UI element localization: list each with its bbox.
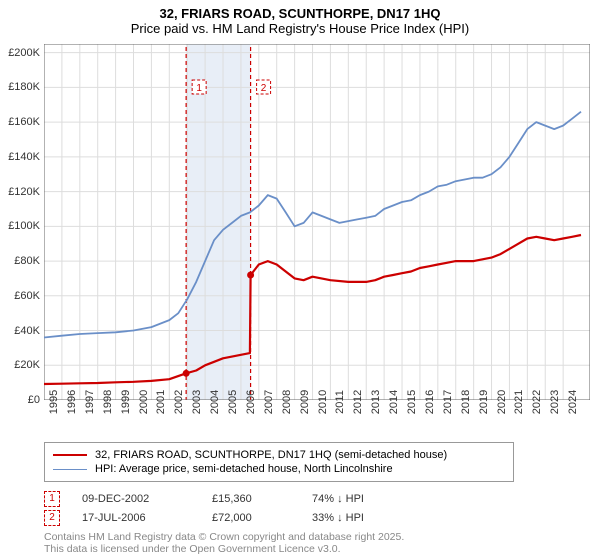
x-axis-tick-label: 2000: [138, 390, 150, 414]
x-axis-tick-label: 2004: [209, 390, 221, 414]
marker-pct: 74% ↓ HPI: [312, 493, 442, 505]
title-block: 32, FRIARS ROAD, SCUNTHORPE, DN17 1HQ Pr…: [0, 0, 600, 36]
y-axis-tick-label: £200K: [0, 47, 40, 59]
x-axis-tick-label: 2023: [549, 390, 561, 414]
x-axis-tick-label: 2010: [317, 390, 329, 414]
legend-label: 32, FRIARS ROAD, SCUNTHORPE, DN17 1HQ (s…: [95, 449, 447, 461]
y-axis-tick-label: £60K: [0, 290, 40, 302]
x-axis-tick-label: 2008: [281, 390, 293, 414]
marker-box: 2: [44, 510, 60, 526]
legend-swatch: [53, 469, 87, 470]
x-axis-tick-label: 2011: [334, 390, 346, 414]
footer-line1: Contains HM Land Registry data © Crown c…: [44, 531, 404, 544]
x-axis-tick-label: 2021: [513, 390, 525, 414]
y-axis-tick-label: £180K: [0, 81, 40, 93]
chart-container: 32, FRIARS ROAD, SCUNTHORPE, DN17 1HQ Pr…: [0, 0, 600, 560]
footer-line2: This data is licensed under the Open Gov…: [44, 543, 404, 556]
y-axis-tick-label: £120K: [0, 186, 40, 198]
x-axis-tick-label: 2022: [531, 390, 543, 414]
x-axis-tick-label: 2001: [155, 390, 167, 414]
marker-row: 1 09-DEC-2002 £15,360 74% ↓ HPI: [44, 491, 442, 507]
title-line2: Price paid vs. HM Land Registry's House …: [0, 21, 600, 36]
marker-table: 1 09-DEC-2002 £15,360 74% ↓ HPI 2 17-JUL…: [44, 488, 442, 529]
marker-box: 1: [44, 491, 60, 507]
x-axis-tick-label: 1999: [120, 390, 132, 414]
y-axis-tick-label: £40K: [0, 325, 40, 337]
x-axis-tick-label: 2012: [352, 390, 364, 414]
x-axis-tick-label: 1997: [84, 390, 96, 414]
legend-item: 32, FRIARS ROAD, SCUNTHORPE, DN17 1HQ (s…: [53, 449, 505, 461]
marker-pct: 33% ↓ HPI: [312, 512, 442, 524]
x-axis-tick-label: 2017: [442, 390, 454, 414]
legend: 32, FRIARS ROAD, SCUNTHORPE, DN17 1HQ (s…: [44, 442, 514, 482]
marker-price: £15,360: [212, 493, 312, 505]
x-axis-tick-label: 2014: [388, 390, 400, 414]
marker-row: 2 17-JUL-2006 £72,000 33% ↓ HPI: [44, 510, 442, 526]
y-axis-tick-label: £0: [0, 394, 40, 406]
marker-date: 09-DEC-2002: [82, 493, 212, 505]
x-axis-tick-label: 2020: [496, 390, 508, 414]
svg-text:2: 2: [261, 83, 267, 94]
y-axis-tick-label: £160K: [0, 116, 40, 128]
footer: Contains HM Land Registry data © Crown c…: [44, 531, 404, 556]
legend-swatch: [53, 454, 87, 456]
y-axis-tick-label: £80K: [0, 255, 40, 267]
y-axis-tick-label: £100K: [0, 220, 40, 232]
marker-date: 17-JUL-2006: [82, 512, 212, 524]
x-axis-tick-label: 2009: [299, 390, 311, 414]
y-axis-tick-label: £20K: [0, 359, 40, 371]
marker-price: £72,000: [212, 512, 312, 524]
x-axis-tick-label: 2013: [370, 390, 382, 414]
legend-item: HPI: Average price, semi-detached house,…: [53, 463, 505, 475]
x-axis-tick-label: 2003: [191, 390, 203, 414]
x-axis-tick-label: 1996: [66, 390, 78, 414]
title-line1: 32, FRIARS ROAD, SCUNTHORPE, DN17 1HQ: [0, 6, 600, 21]
x-axis-tick-label: 2018: [460, 390, 472, 414]
legend-label: HPI: Average price, semi-detached house,…: [95, 463, 393, 475]
x-axis-tick-label: 2002: [173, 390, 185, 414]
x-axis-tick-label: 2015: [406, 390, 418, 414]
y-axis-tick-label: £140K: [0, 151, 40, 163]
line-chart: 12: [44, 44, 590, 400]
x-axis-tick-label: 2019: [478, 390, 490, 414]
x-axis-tick-label: 2016: [424, 390, 436, 414]
x-axis-tick-label: 2006: [245, 390, 257, 414]
x-axis-tick-label: 2024: [567, 390, 579, 414]
x-axis-tick-label: 2005: [227, 390, 239, 414]
x-axis-tick-label: 1998: [102, 390, 114, 414]
svg-text:1: 1: [196, 83, 202, 94]
x-axis-tick-label: 1995: [48, 390, 60, 414]
x-axis-tick-label: 2007: [263, 390, 275, 414]
